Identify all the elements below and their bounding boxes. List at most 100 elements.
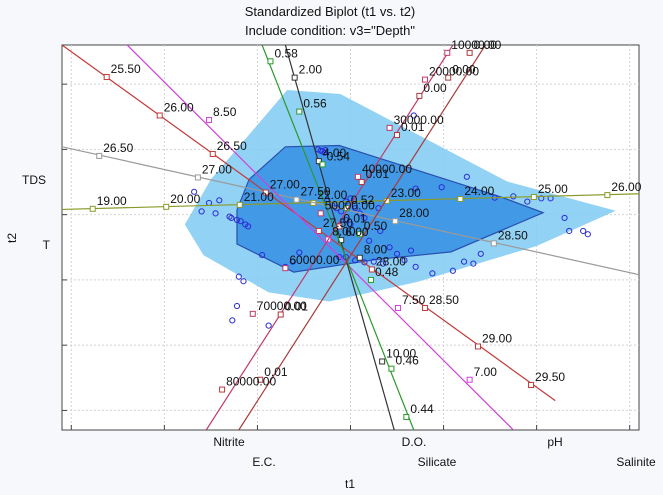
data-point — [538, 195, 545, 202]
variable-tick-marker — [257, 376, 264, 383]
data-point — [361, 214, 368, 222]
variable-tick-marker — [388, 365, 395, 372]
variable-tick-label: 19.00 — [97, 194, 127, 208]
variable-tick-label: 28.00 — [399, 206, 429, 220]
variable-tick-marker — [356, 254, 363, 261]
variable-tick-label: 22.00 — [317, 188, 347, 202]
chart-title: Standardized Biplot (t1 vs. t2) — [245, 4, 416, 19]
data-point — [377, 227, 384, 235]
variable-line — [238, 45, 486, 430]
variable-tick-marker — [445, 74, 452, 81]
variable-line — [62, 45, 556, 402]
x-axis-label: t1 — [345, 477, 355, 491]
variable-tick-label: 20000.00 — [429, 65, 479, 79]
variable-tick-marker — [291, 74, 298, 81]
variable-tick-label: 0.00 — [452, 63, 476, 77]
variable-tick-label: 27.50 — [323, 216, 353, 230]
data-point — [463, 173, 470, 180]
variable-tick-label: 2.00 — [299, 63, 323, 77]
variable-tick-marker — [421, 304, 428, 311]
variable-tick-label: 21.00 — [244, 190, 274, 204]
variable-tick-marker — [209, 150, 216, 157]
variable-names: TDS T Nitrite E.C. D.O. Silicate pH Salinite — [22, 173, 656, 469]
variable-tick-marker — [368, 266, 375, 273]
data-point — [524, 198, 531, 205]
variable-tick-marker — [530, 194, 537, 201]
variable-tick-marker — [466, 376, 473, 383]
data-point — [191, 188, 198, 195]
variable-tick-marker — [367, 276, 374, 283]
variable-tick-label: 0.46 — [395, 354, 419, 368]
data-point — [460, 258, 468, 265]
variable-axes — [62, 45, 639, 430]
variable-tick-label: 7.00 — [474, 365, 498, 379]
variable-tick-label: 0.00 — [423, 81, 447, 95]
data-point — [347, 221, 354, 228]
variable-tick-label: 0.01 — [343, 211, 367, 225]
data-point — [235, 273, 242, 280]
data-point — [361, 259, 368, 266]
data-point — [245, 223, 252, 230]
variable-tick-marker — [444, 49, 451, 56]
data-point — [342, 216, 349, 223]
variable-tick-marker — [356, 231, 363, 238]
variable-tick-label: 0.54 — [327, 149, 351, 163]
variable-tick-label: 28.50 — [498, 228, 528, 242]
variable-tick-marker — [249, 310, 256, 317]
y-axis-label: t2 — [5, 233, 19, 243]
data-point — [212, 210, 219, 217]
data-point — [449, 267, 456, 274]
variable-tick-label: 0.56 — [303, 97, 327, 111]
variable-tick-label: 0.01 — [264, 365, 288, 379]
variable-tick-label: 10000.00 — [451, 38, 501, 52]
data-point — [580, 227, 587, 235]
data-point — [258, 252, 266, 259]
variable-tick-marker — [317, 210, 324, 217]
tick-value-labels: 19.00 20.00 21.00 22.00 23.00 24.00 25.00 26.00… — [97, 38, 642, 416]
data-point — [336, 253, 343, 261]
variable-tick-label: 8.00 — [332, 224, 356, 238]
variable-tick-marker — [490, 240, 497, 247]
variable-tick-label: 8.50 — [213, 105, 237, 119]
variable-tick-marker — [89, 205, 96, 212]
variable-tick-marker — [403, 413, 410, 420]
variable-name-ec: E.C. — [252, 455, 275, 469]
variable-tick-label: 80000.00 — [226, 375, 276, 389]
data-point — [265, 322, 272, 329]
data-point — [216, 197, 223, 204]
variable-tick-label: 0.00 — [474, 38, 498, 52]
variable-tick-marker — [103, 73, 110, 80]
variable-tick-marker — [277, 311, 284, 318]
data-point — [386, 244, 393, 251]
variable-tick-label: 40000.00 — [362, 162, 412, 176]
data-point — [393, 250, 401, 257]
data-point — [510, 193, 517, 200]
variable-tick-marker — [421, 76, 428, 83]
variable-tick-marker — [206, 117, 213, 124]
variable-tick-marker — [156, 112, 163, 119]
variable-tick-label: 30000.00 — [394, 113, 444, 127]
variable-tick-marker — [528, 381, 535, 388]
data-point — [429, 270, 436, 277]
variable-tick-marker — [319, 161, 326, 168]
variable-name-ph: pH — [547, 435, 562, 449]
data-point — [321, 149, 328, 156]
variable-tick-label: 0.58 — [274, 46, 298, 60]
data-point — [233, 302, 241, 310]
data-point — [477, 250, 484, 257]
data-point — [198, 208, 205, 215]
variable-tick-marker — [457, 196, 464, 202]
variable-tick-marker — [392, 218, 399, 225]
variable-tick-label: 26.50 — [217, 139, 247, 153]
variable-tick-label: 0.01 — [285, 300, 309, 314]
variable-tick-label: 10.00 — [386, 346, 416, 360]
data-point — [237, 218, 244, 225]
variable-tick-marker — [466, 49, 473, 56]
variable-name-do: D.O. — [402, 435, 427, 449]
variable-tick-marker — [219, 386, 226, 393]
data-point — [347, 195, 354, 202]
variable-tick-label: 25.50 — [111, 62, 141, 76]
variable-tick-marker — [296, 108, 303, 115]
variable-tick-label: 27.50 — [301, 185, 331, 199]
